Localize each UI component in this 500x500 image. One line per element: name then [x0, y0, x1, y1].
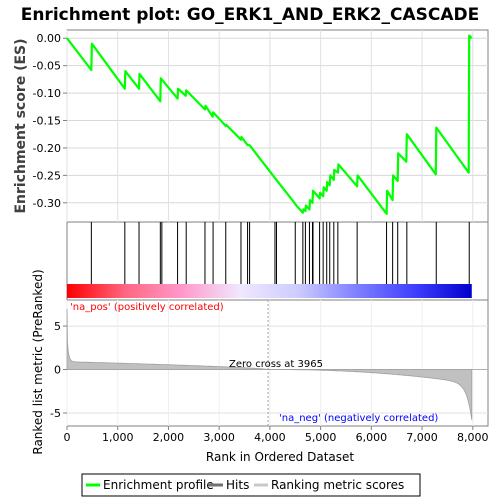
x-tick-label: 2,000	[153, 431, 185, 444]
chart-title: Enrichment plot: GO_ERK1_AND_ERK2_CASCAD…	[21, 5, 480, 25]
es-y-axis-label: Enrichment score (ES)	[13, 38, 29, 213]
ranked-y-axis-label: Ranked list metric (PreRanked)	[31, 269, 45, 454]
x-tick-label: 8,000	[457, 431, 489, 444]
ranked-tick-label: -5	[50, 407, 61, 420]
ranking-metric-fill	[66, 308, 473, 420]
x-tick-label: 5,000	[305, 431, 337, 444]
x-tick-label: 1,000	[102, 431, 134, 444]
neg-correlated-label: 'na_neg' (negatively correlated)	[279, 413, 438, 424]
legend-label-enrichment: Enrichment profile	[103, 478, 214, 492]
ranked-tick-label: 0	[54, 364, 61, 377]
x-tick-label: 3,000	[203, 431, 235, 444]
ranking-heatmap-bar	[67, 284, 472, 298]
zero-cross-label: Zero cross at 3965	[229, 359, 323, 370]
enrichment-profile-series	[66, 34, 473, 215]
x-axis-label: Rank in Ordered Dataset	[206, 450, 354, 464]
x-tick-label: 7,000	[406, 431, 438, 444]
heatmap-bar	[67, 284, 472, 298]
legend-label-ranking: Ranking metric scores	[271, 478, 404, 492]
ranked-y-axis: 5 0 -5	[50, 320, 67, 420]
ranked-panel	[66, 299, 489, 427]
es-tick-label: -0.20	[33, 142, 61, 155]
x-axis: 0 1,000 2,000 3,000 4,000 5,000 6,000 7,000 8,00…	[64, 426, 489, 444]
pos-correlated-label: 'na_pos' (positively correlated)	[70, 302, 224, 313]
ranked-tick-label: 5	[54, 320, 61, 333]
enrichment-profile-line	[66, 34, 473, 215]
es-tick-label: -0.10	[33, 87, 61, 100]
es-tick-label: -0.05	[33, 60, 61, 73]
enrichment-panel	[66, 29, 489, 223]
x-tick-label: 6,000	[356, 431, 388, 444]
legend-label-hits: Hits	[226, 478, 249, 492]
x-tick-label: 4,000	[254, 431, 286, 444]
es-y-axis: 0.00 -0.05 -0.10 -0.15 -0.20 -0.25 -0.30	[33, 32, 67, 210]
es-tick-label: 0.00	[37, 32, 62, 45]
hit-markers	[90, 222, 470, 284]
es-tick-label: -0.30	[33, 197, 61, 210]
legend: Enrichment profile Hits Ranking metric s…	[81, 473, 421, 497]
es-tick-label: -0.25	[33, 169, 61, 182]
es-tick-label: -0.15	[33, 115, 61, 128]
x-tick-label: 0	[64, 431, 71, 444]
ranking-metric-area	[66, 308, 473, 420]
legend-box	[81, 473, 421, 497]
